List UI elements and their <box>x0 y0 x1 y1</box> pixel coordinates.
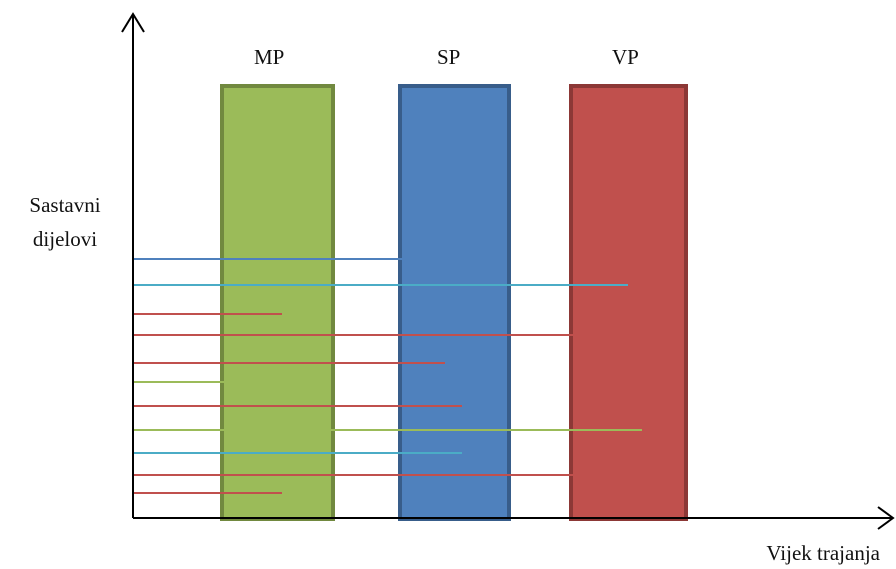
component-lines <box>134 258 642 494</box>
phase-bar-vp <box>569 84 688 521</box>
bar-label-sp: SP <box>437 45 461 69</box>
x-axis-arrow-icon <box>877 506 895 530</box>
axes <box>121 12 895 530</box>
y-axis-label-line2: dijelovi <box>32 227 98 251</box>
bar-label-mp: MP <box>254 45 285 69</box>
phase-bar-mp <box>220 84 335 521</box>
phase-bars <box>220 84 688 521</box>
y-axis-arrow-icon <box>121 12 145 33</box>
x-axis-label: Vijek trajanja <box>766 541 880 565</box>
phase-bar-sp <box>398 84 511 521</box>
bar-label-vp: VP <box>612 45 639 69</box>
y-axis-label: Sastavni dijelovi <box>10 188 120 256</box>
y-axis-label-line1: Sastavni <box>29 193 101 217</box>
